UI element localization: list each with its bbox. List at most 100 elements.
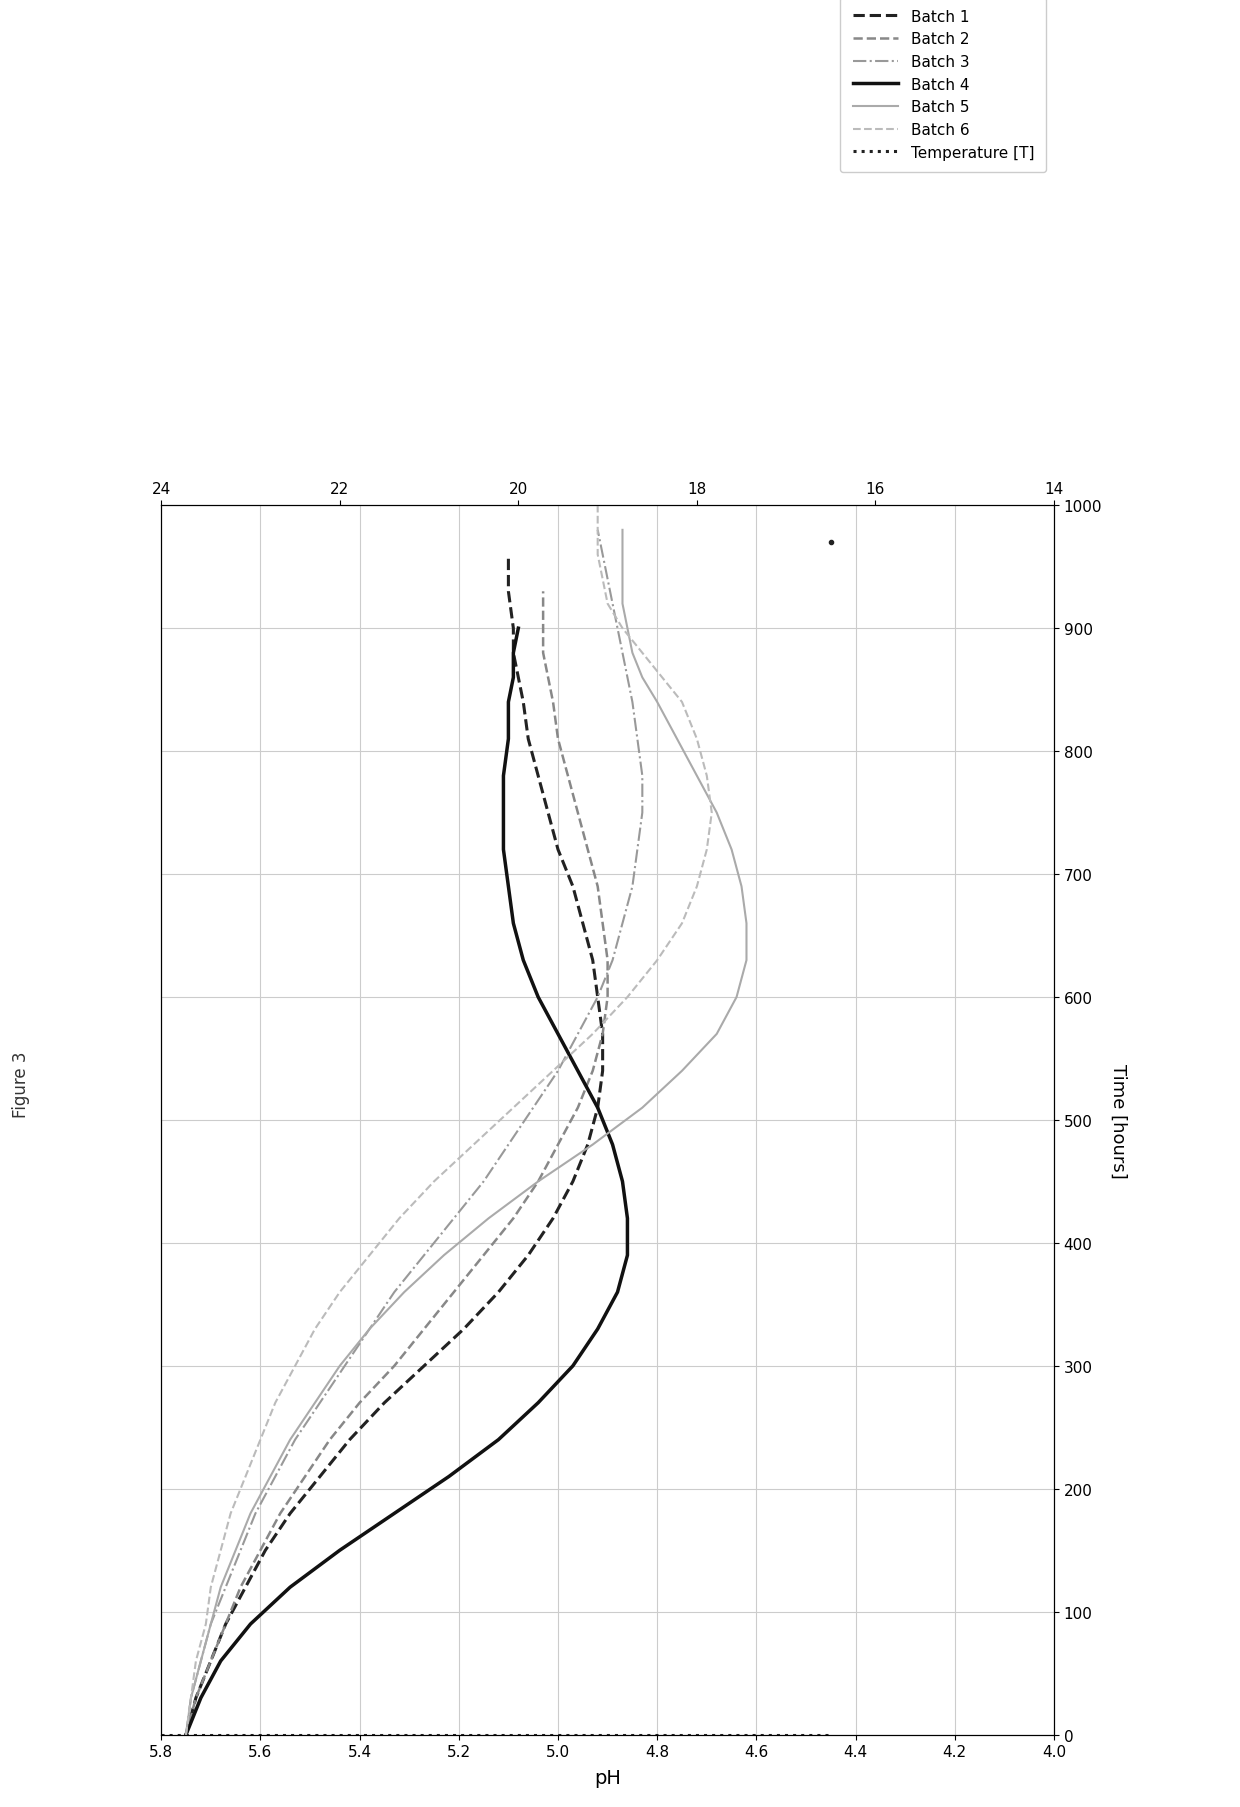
- Line: Batch 3: Batch 3: [186, 531, 642, 1735]
- Text: Figure 3: Figure 3: [12, 1052, 31, 1117]
- Batch 5: [739, 913, 754, 934]
- Line: Batch 5: Batch 5: [186, 531, 746, 1735]
- Batch 6: [615, 618, 630, 640]
- Batch 5: [585, 1135, 600, 1156]
- Batch 5: [332, 1355, 347, 1377]
- Batch 4: [283, 1576, 298, 1597]
- Batch 3: [248, 1503, 263, 1525]
- Batch 6: [655, 667, 670, 688]
- Batch 5: [615, 569, 630, 591]
- Batch 4: [531, 1391, 546, 1413]
- Batch 6: [704, 802, 719, 824]
- Batch 6: [699, 766, 714, 788]
- Batch 5: [228, 1540, 243, 1561]
- Batch 4: [620, 1207, 635, 1229]
- Batch 6: [635, 643, 650, 665]
- Batch 1: [521, 1245, 536, 1267]
- Batch 1: [377, 1391, 392, 1413]
- Batch 1: [541, 802, 556, 824]
- Batch 1: [531, 766, 546, 788]
- Batch 4: [506, 643, 521, 665]
- Batch 2: [541, 667, 556, 688]
- Line: Batch 6: Batch 6: [186, 506, 712, 1735]
- Batch 6: [689, 876, 704, 898]
- Batch 3: [615, 913, 630, 934]
- Batch 4: [506, 667, 521, 688]
- Batch 6: [184, 1688, 198, 1709]
- Batch 4: [506, 913, 521, 934]
- Batch 2: [600, 987, 615, 1008]
- Batch 3: [630, 838, 645, 860]
- Batch 5: [213, 1576, 228, 1597]
- Batch 1: [521, 728, 536, 750]
- Batch 6: [466, 1135, 481, 1156]
- Batch 4: [620, 1245, 635, 1267]
- Batch 4: [491, 1429, 506, 1451]
- Batch 3: [203, 1614, 218, 1635]
- Batch 3: [446, 1207, 461, 1229]
- Batch 2: [298, 1465, 312, 1487]
- Batch 6: [253, 1429, 268, 1451]
- Batch 6: [203, 1576, 218, 1597]
- Batch 4: [551, 1023, 565, 1044]
- Batch 1: [511, 667, 526, 688]
- Batch 1: [590, 987, 605, 1008]
- Batch 2: [546, 692, 560, 714]
- Batch 1: [179, 1724, 193, 1746]
- Batch 2: [536, 618, 551, 640]
- Batch 2: [536, 582, 551, 604]
- Batch 5: [635, 667, 650, 688]
- Batch 3: [337, 1355, 352, 1377]
- Batch 3: [605, 950, 620, 972]
- Batch 3: [193, 1650, 208, 1671]
- Batch 4: [179, 1724, 193, 1746]
- Batch 3: [362, 1319, 377, 1341]
- Y-axis label: Time [hours]: Time [hours]: [1110, 1063, 1127, 1178]
- Batch 2: [322, 1429, 337, 1451]
- Batch 1: [595, 1023, 610, 1044]
- Batch 6: [595, 569, 610, 591]
- Batch 3: [184, 1688, 198, 1709]
- Batch 4: [610, 1281, 625, 1303]
- Batch 5: [397, 1281, 412, 1303]
- Batch 6: [392, 1207, 407, 1229]
- Batch 3: [605, 593, 620, 614]
- Batch 6: [179, 1724, 193, 1746]
- Batch 4: [332, 1540, 347, 1561]
- Batch 4: [496, 766, 511, 788]
- Batch 4: [605, 1135, 620, 1156]
- Batch 1: [590, 1097, 605, 1119]
- Batch 3: [501, 1135, 516, 1156]
- Batch 3: [595, 544, 610, 566]
- Batch 5: [724, 838, 739, 860]
- Batch 3: [635, 766, 650, 788]
- Batch 5: [283, 1429, 298, 1451]
- Batch 4: [193, 1688, 208, 1709]
- Batch 6: [699, 838, 714, 860]
- Batch 6: [223, 1503, 238, 1525]
- Batch 5: [184, 1688, 198, 1709]
- Line: Batch 4: Batch 4: [186, 629, 627, 1735]
- Batch 6: [650, 950, 665, 972]
- Batch 5: [734, 876, 749, 898]
- Batch 5: [670, 728, 684, 750]
- Batch 6: [600, 593, 615, 614]
- Batch 2: [590, 876, 605, 898]
- Batch 2: [179, 1724, 193, 1746]
- Batch 1: [342, 1429, 357, 1451]
- Batch 2: [595, 913, 610, 934]
- Batch 2: [506, 1207, 521, 1229]
- Batch 3: [620, 667, 635, 688]
- Batch 3: [590, 987, 605, 1008]
- Batch 3: [312, 1391, 327, 1413]
- Batch 1: [565, 1171, 580, 1193]
- Batch 1: [501, 544, 516, 566]
- Line: Batch 1: Batch 1: [186, 555, 603, 1735]
- Batch 1: [238, 1576, 253, 1597]
- Batch 4: [243, 1614, 258, 1635]
- Batch 5: [615, 593, 630, 614]
- Batch 1: [565, 876, 580, 898]
- Batch 4: [516, 950, 531, 972]
- Batch 2: [536, 643, 551, 665]
- Batch 2: [476, 1245, 491, 1267]
